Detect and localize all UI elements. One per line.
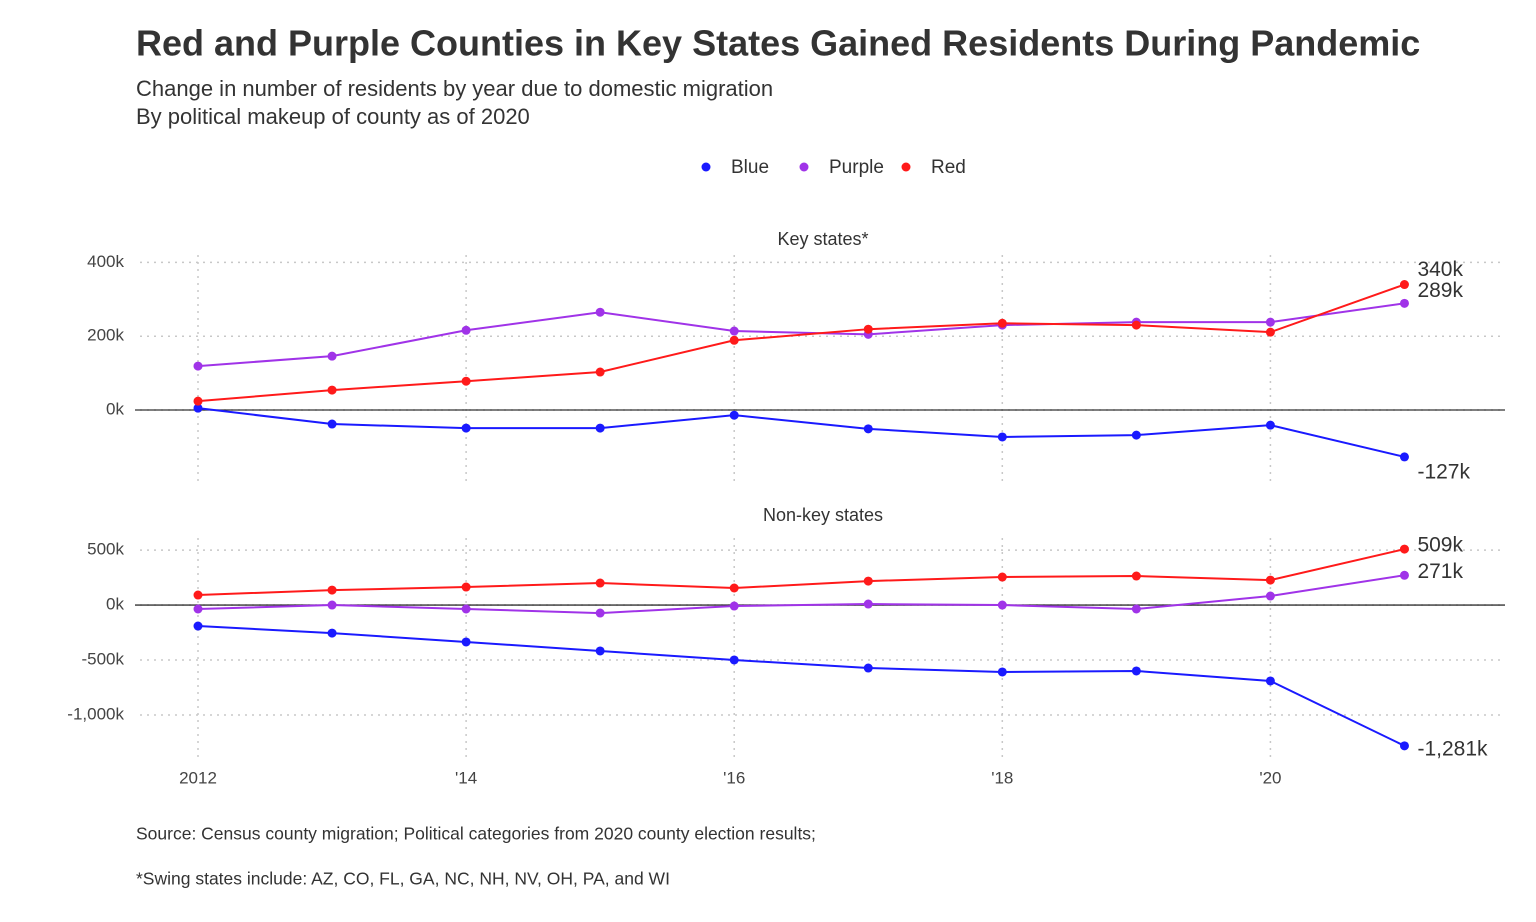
data-point bbox=[863, 424, 873, 434]
data-point bbox=[997, 667, 1007, 677]
data-point bbox=[327, 585, 337, 595]
subtitle: By political makeup of county as of 2020 bbox=[136, 104, 530, 129]
data-point bbox=[863, 599, 873, 609]
data-point bbox=[1399, 741, 1409, 751]
data-point bbox=[193, 590, 203, 600]
data-point bbox=[997, 318, 1007, 328]
data-point bbox=[729, 655, 739, 665]
legend-marker bbox=[799, 162, 809, 172]
data-point bbox=[327, 385, 337, 395]
y-tick-label: 0k bbox=[106, 400, 124, 419]
data-point bbox=[1265, 327, 1275, 337]
data-point bbox=[1265, 591, 1275, 601]
data-point bbox=[997, 572, 1007, 582]
data-point bbox=[1131, 571, 1141, 581]
data-point bbox=[595, 608, 605, 618]
data-point bbox=[461, 637, 471, 647]
legend-label: Purple bbox=[829, 157, 884, 178]
data-point bbox=[193, 361, 203, 371]
data-point bbox=[595, 423, 605, 433]
data-point bbox=[1265, 676, 1275, 686]
series-line bbox=[197, 625, 1405, 747]
data-point bbox=[327, 600, 337, 610]
panel-title: Key states* bbox=[777, 229, 868, 249]
value-label: -127k bbox=[1417, 460, 1470, 483]
data-point bbox=[729, 326, 739, 336]
source: Source: Census county migration; Politic… bbox=[136, 824, 816, 844]
data-point bbox=[729, 583, 739, 593]
y-tick-label: 400k bbox=[87, 252, 124, 271]
data-point bbox=[193, 604, 203, 614]
data-point bbox=[1131, 430, 1141, 440]
y-tick-label: 500k bbox=[87, 540, 124, 559]
y-tick-label: -1,000k bbox=[67, 704, 124, 723]
x-tick-label: '16 bbox=[723, 768, 745, 787]
data-point bbox=[327, 419, 337, 429]
data-point bbox=[1399, 570, 1409, 580]
data-point bbox=[193, 396, 203, 406]
data-point bbox=[1131, 666, 1141, 676]
data-point bbox=[461, 376, 471, 386]
data-point bbox=[1265, 575, 1275, 585]
chart-title: Red and Purple Counties in Key States Ga… bbox=[136, 23, 1420, 64]
data-point bbox=[863, 663, 873, 673]
subtitle: Change in number of residents by year du… bbox=[136, 76, 773, 101]
data-point bbox=[193, 621, 203, 631]
series-line bbox=[197, 574, 1405, 615]
legend-label: Blue bbox=[731, 157, 769, 178]
x-tick-label: '18 bbox=[991, 768, 1013, 787]
y-tick-label: 200k bbox=[87, 326, 124, 345]
data-point bbox=[461, 604, 471, 614]
data-point bbox=[595, 646, 605, 656]
data-point bbox=[997, 432, 1007, 442]
series-line bbox=[197, 302, 1405, 368]
data-point bbox=[1131, 320, 1141, 330]
data-point bbox=[1399, 298, 1409, 308]
data-point bbox=[461, 423, 471, 433]
series-line bbox=[197, 548, 1405, 597]
y-tick-label: -500k bbox=[81, 649, 124, 668]
x-tick-label: '20 bbox=[1259, 768, 1281, 787]
data-point bbox=[997, 600, 1007, 610]
series-line bbox=[197, 407, 1405, 458]
x-tick-label: 2012 bbox=[179, 768, 217, 787]
data-point bbox=[729, 601, 739, 611]
data-point bbox=[327, 351, 337, 361]
data-point bbox=[327, 628, 337, 638]
y-tick-label: 0k bbox=[106, 595, 124, 614]
data-point bbox=[595, 307, 605, 317]
legend-label: Red bbox=[931, 157, 966, 178]
data-point bbox=[595, 367, 605, 377]
data-point bbox=[461, 582, 471, 592]
data-point bbox=[729, 335, 739, 345]
data-point bbox=[1265, 420, 1275, 430]
data-point bbox=[1399, 452, 1409, 462]
value-label: 271k bbox=[1417, 560, 1463, 583]
value-label: 340k bbox=[1417, 258, 1463, 281]
data-point bbox=[1399, 280, 1409, 290]
data-point bbox=[461, 325, 471, 335]
data-point bbox=[1265, 317, 1275, 327]
legend-marker bbox=[901, 162, 911, 172]
data-point bbox=[863, 576, 873, 586]
data-point bbox=[863, 324, 873, 334]
panel-title: Non-key states bbox=[763, 505, 883, 525]
legend-marker bbox=[701, 162, 711, 172]
data-point bbox=[595, 578, 605, 588]
value-label: 509k bbox=[1417, 534, 1463, 557]
data-point bbox=[1399, 544, 1409, 554]
value-label: -1,281k bbox=[1417, 737, 1488, 760]
data-point bbox=[729, 410, 739, 420]
data-point bbox=[193, 403, 203, 413]
value-label: 289k bbox=[1417, 279, 1463, 302]
x-tick-label: '14 bbox=[455, 768, 477, 787]
series-line bbox=[197, 283, 1405, 403]
data-point bbox=[1131, 604, 1141, 614]
note: *Swing states include: AZ, CO, FL, GA, N… bbox=[136, 869, 670, 889]
